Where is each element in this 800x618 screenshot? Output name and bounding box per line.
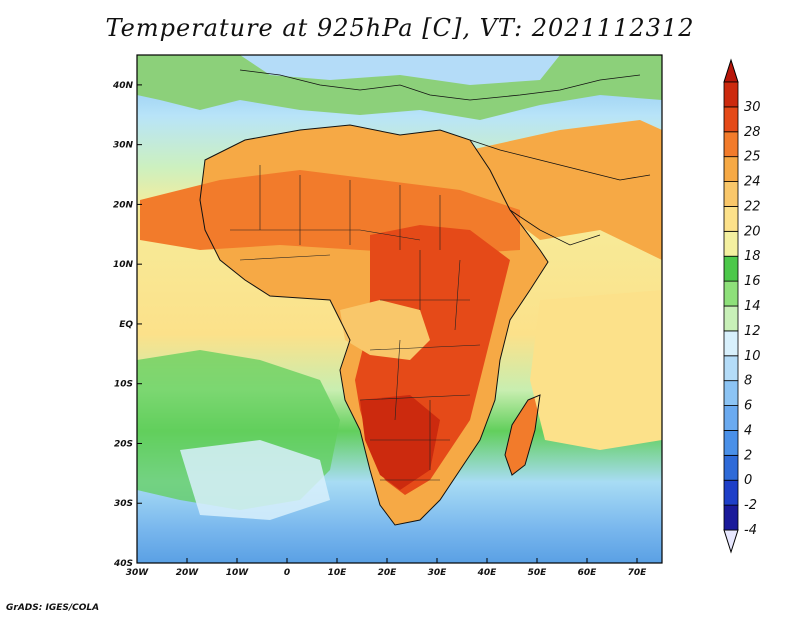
colorbar-label: 2 [744, 448, 752, 463]
lon-tick-label: 0 [284, 568, 290, 578]
indian-ocean-warm [530, 290, 662, 450]
lat-tick-label: EQ [119, 320, 133, 330]
colorbar-segment [723, 280, 739, 307]
colorbar-label: -4 [744, 523, 757, 538]
map-title: Temperature at 925hPa [C], VT: 202111231… [105, 14, 695, 42]
lon-tick-label: 70E [628, 568, 648, 578]
colorbar-segment [723, 106, 739, 133]
colorbar-segment [723, 380, 739, 406]
colorbar-label: 30 [744, 100, 761, 115]
colorbar-segment [723, 206, 739, 232]
arabia-warm-region [470, 120, 662, 260]
colorbar-over-arrow [723, 58, 739, 83]
lat-tick-label: 40N [112, 81, 134, 91]
colorbar-label: 25 [744, 150, 761, 165]
colorbar-segment [723, 230, 739, 257]
colorbar-label: 28 [744, 125, 761, 140]
colorbar-label: 10 [744, 349, 761, 364]
lat-tick-label: 30N [113, 141, 134, 151]
madagascar [505, 395, 540, 475]
lat-tick-label: 20N [113, 200, 134, 210]
colorbar-segment [723, 305, 739, 332]
colorbar-label: 0 [744, 473, 752, 488]
colorbar-segment [723, 479, 739, 506]
colorbar-under-arrow [723, 529, 739, 554]
colorbar-label: 4 [744, 423, 752, 438]
colorbar-label: 16 [744, 274, 761, 289]
colorbar-segment [723, 181, 739, 207]
colorbar-label: 20 [744, 224, 761, 239]
lon-tick-label: 10E [328, 568, 348, 578]
grads-credit: GrADS: IGES/COLA [6, 603, 100, 613]
country-borders [230, 165, 481, 481]
lat-tick-label: 10N [113, 260, 134, 270]
congo-mild-region [340, 300, 430, 360]
longitude-axis: 30W 20W 10W 0 10E 20E 30E 40E 50E 60E 70E [126, 558, 647, 578]
south-atlantic-cool [180, 440, 330, 520]
north-cold-region [240, 55, 560, 85]
lon-tick-label: 50E [528, 568, 548, 578]
map-frame [136, 54, 663, 564]
colorbar-segment [723, 330, 739, 357]
colorbar-label: 14 [744, 299, 761, 314]
colorbar-segment [723, 355, 739, 382]
lat-tick-label: 20S [114, 439, 133, 449]
arabia-coastline [469, 139, 651, 246]
colorbar-segment [723, 454, 739, 481]
africa-coastline [199, 124, 549, 526]
europe-coastline [239, 69, 641, 101]
colorbar-segment [723, 131, 739, 158]
latitude-axis: 40N 30N 20N 10N EQ 10S 20S 30S 40S [112, 81, 142, 569]
madagascar-coastline [504, 394, 541, 476]
lat-tick-label: 10S [114, 380, 133, 390]
colorbar-segment [723, 430, 739, 456]
lat-tick-label: 40S [113, 559, 133, 569]
colorbar-segment [723, 156, 739, 182]
lon-tick-label: 20E [378, 568, 398, 578]
colorbar-segment [723, 504, 739, 531]
lat-tick-label: 30S [114, 499, 133, 509]
colorbar-segment [723, 405, 739, 431]
southern-hot-core [360, 395, 440, 490]
colorbar-label: 8 [744, 374, 752, 389]
colorbar-segment [723, 81, 739, 108]
lon-tick-label: 20W [176, 568, 200, 578]
lon-tick-label: 40E [477, 568, 498, 578]
colorbar-label: -2 [744, 498, 757, 513]
colorbar-segment [723, 255, 739, 282]
colorbar-label: 18 [744, 249, 761, 264]
colorbar-label: 22 [744, 199, 761, 214]
colorbar-label: 6 [744, 399, 752, 414]
colorbar-label: 24 [744, 175, 761, 190]
lon-tick-label: 60E [578, 568, 598, 578]
lon-tick-label: 30E [428, 568, 448, 578]
lon-tick-label: 30W [126, 568, 150, 578]
lon-tick-label: 10W [226, 568, 250, 578]
colorbar-label: 12 [744, 324, 761, 339]
